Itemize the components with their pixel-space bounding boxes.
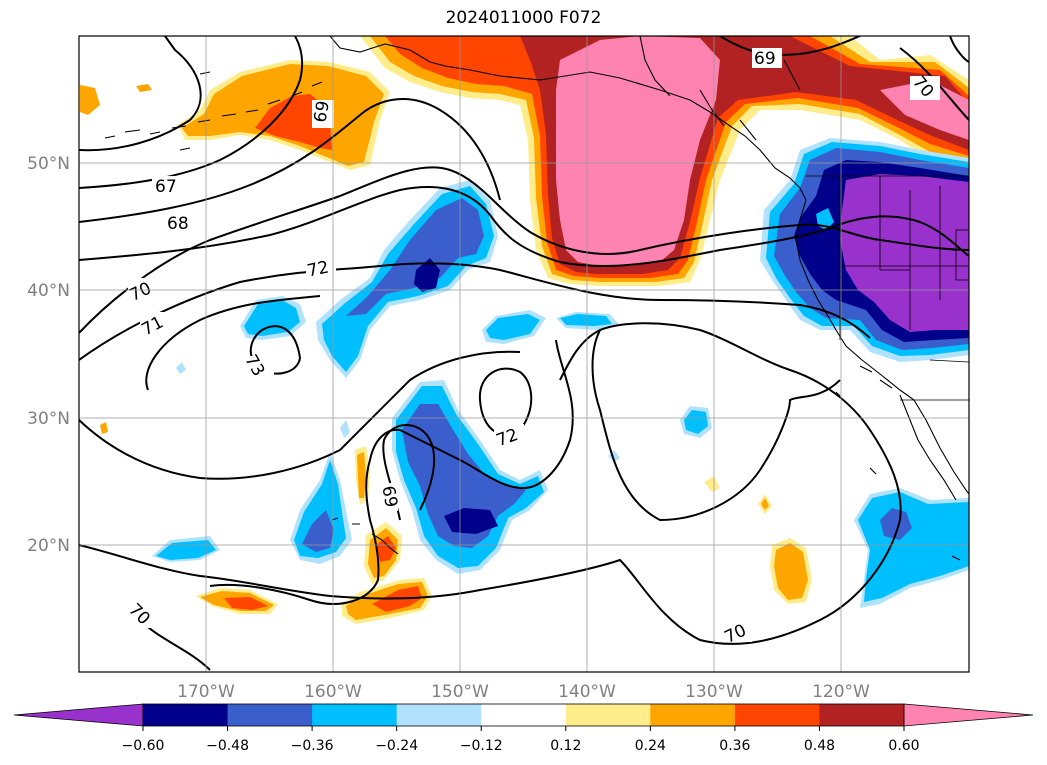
colorbar-segment: [143, 704, 229, 726]
contour-label: 68: [167, 214, 189, 234]
colorbar-tick-label: 0.36: [719, 738, 750, 754]
lon-label: 120°W: [812, 682, 870, 702]
lon-label: 150°W: [431, 682, 489, 702]
colorbar-segment: [481, 704, 567, 726]
contour-label: 69: [377, 484, 400, 509]
colorbar-tick-label: 0.12: [550, 738, 581, 754]
latitude-labels: 50°N 40°N 30°N 20°N: [27, 154, 70, 556]
contour-labels: 67 68 69 70 71 72 73 69 69 70 70 70 72: [124, 48, 940, 648]
map-title: 2024011000 F072: [445, 8, 602, 28]
colorbar-tick-label: 0.24: [635, 738, 666, 754]
colorbar-segment: [396, 704, 482, 726]
colorbar-extend-low: [13, 703, 144, 727]
lat-label: 30°N: [27, 409, 70, 429]
colorbar-segment: [650, 704, 736, 726]
colorbar-segment: [734, 704, 820, 726]
lon-label: 170°W: [177, 682, 235, 702]
colorbar-tick-label: −0.48: [206, 738, 249, 754]
contour-label: 72: [305, 257, 330, 281]
colorbar-tick-label: −0.60: [122, 738, 165, 754]
colorbar-tick-label: −0.24: [375, 738, 418, 754]
lon-label: 140°W: [558, 682, 616, 702]
lat-label: 20°N: [27, 536, 70, 556]
borders: [806, 175, 969, 401]
gridlines: [79, 36, 969, 672]
longitude-labels: 170°W 160°W 150°W 140°W 130°W 120°W: [177, 682, 870, 702]
plume-pink: [556, 36, 720, 266]
contour-label: 69: [754, 49, 776, 69]
lon-label: 160°W: [304, 682, 362, 702]
lat-label: 50°N: [27, 154, 70, 174]
colorbar-segment: [565, 704, 651, 726]
map-frame: [78, 35, 970, 673]
colorbar-tick-label: −0.12: [460, 738, 503, 754]
lat-label: 40°N: [27, 281, 70, 301]
lon-label: 130°W: [685, 682, 743, 702]
contour-label: 69: [310, 99, 333, 124]
negative-anomaly-shading: [152, 138, 969, 608]
colorbar-tick-label: 0.60: [888, 738, 919, 754]
colorbar-extend-high: [903, 703, 1034, 727]
colorbar-segment: [312, 704, 398, 726]
colorbar-tick-label: 0.48: [804, 738, 835, 754]
colorbar-segment: [819, 704, 905, 726]
colorbar-segment: [227, 704, 313, 726]
contour-label: 67: [155, 177, 177, 197]
colorbar: −0.60 −0.48 −0.36 −0.24 −0.12 0.12 0.24 0.36 0.4…: [13, 703, 1034, 754]
colorbar-tick-label: −0.36: [291, 738, 334, 754]
